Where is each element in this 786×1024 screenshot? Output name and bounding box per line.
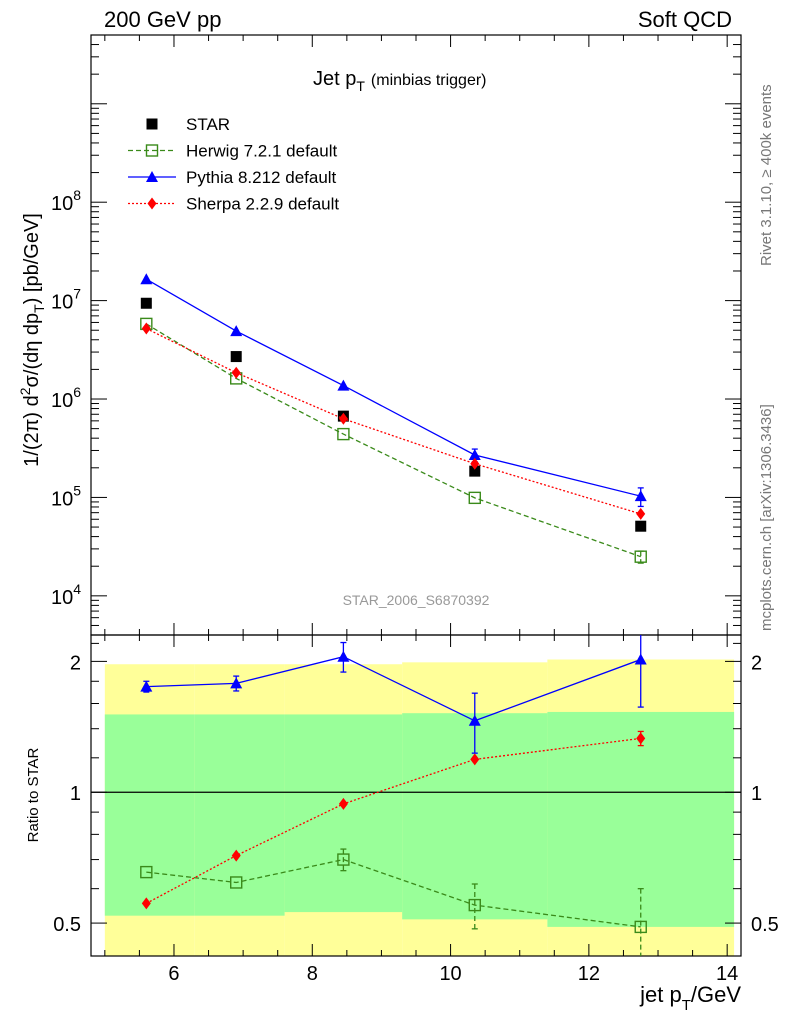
ratio-pythia-point [140,680,153,692]
main-pythia-point [634,490,647,502]
main-sherpa-point [338,412,348,425]
green-band-0 [104,714,195,916]
plot-title: Jet pT (minbias trigger) [313,68,487,94]
y-tick-label: 105 [51,482,81,510]
main-pythia-point [140,273,153,285]
ratio-uncertainty-bands [104,659,735,956]
main-axis-ticks [91,34,741,636]
y-tick-label: 104 [51,581,81,609]
ratio-sherpa-point [141,897,151,910]
ratio-y-axis-label: Ratio to STAR [25,747,42,842]
legend-marker-sherpa [147,197,157,210]
ratio-pythia-point [634,653,647,665]
ratio-y-tick-label: 1 [70,783,81,805]
green-band-1 [194,714,285,916]
main-pythia-point [230,325,243,337]
main-series [140,273,647,564]
legend-marker-star [146,118,158,130]
legend-label-sherpa: Sherpa 2.2.9 default [186,195,339,214]
main-herwig-line [145,323,641,558]
ratio-pythia-point [337,650,350,662]
ratio-axis-ticks [91,635,741,956]
main-star-point [635,520,647,532]
main-sherpa-point [141,322,151,335]
main-herwig-point [468,491,481,505]
ratio-y-tick-label-right: 0.5 [751,914,779,936]
ratio-x-tick-labels: 6 8 10 12 14 [168,963,738,985]
legend-label-star: STAR [186,115,230,134]
main-herwig-point [634,550,647,563]
ratio-herwig-point [634,920,647,934]
ratio-sherpa-point [470,753,480,766]
x-axis-label: jet pT/GeV [639,982,741,1014]
ratio-y-tick-labels: 0.5 0.5 1 1 2 2 [53,652,779,936]
legend-marker-herwig [145,144,159,157]
main-pythia-point [468,448,481,460]
x-tick-label: 6 [168,963,179,985]
header-left-label: 200 GeV pp [104,7,222,32]
legend: STAR Herwig 7.2.1 default Pythia 8.212 def… [128,115,339,214]
y-tick-label: 107 [51,286,81,314]
main-y-tick-labels: 104 105 106 107 108 [51,187,81,609]
green-band-2 [284,714,403,913]
legend-label-pythia: Pythia 8.212 default [186,168,337,187]
ratio-herwig-point [140,865,153,879]
main-sherpa-point [470,457,480,470]
y-tick-label: 106 [51,384,81,412]
main-pythia-line [145,278,641,497]
x-tick-label: 8 [307,963,318,985]
x-tick-label: 10 [439,963,461,985]
main-sherpa-point [636,507,646,520]
ratio-herwig-point [468,898,481,912]
ratio-y-tick-label: 0.5 [53,914,81,936]
header-right-label: Soft QCD [637,7,732,32]
ratio-sherpa-point [636,732,646,745]
x-tick-label: 12 [578,963,600,985]
ratio-y-tick-label: 2 [70,652,81,674]
ratio-series [140,635,647,956]
ratio-herwig-point [337,853,350,866]
main-star-point [230,351,242,363]
main-herwig-point [337,427,350,441]
analysis-id-label: STAR_2006_S6870392 [343,592,490,608]
ratio-pythia-point [230,677,243,689]
main-star-point [469,465,481,477]
main-pythia-point [337,379,350,391]
y-tick-label: 108 [51,187,81,215]
legend-marker-pythia [146,171,158,182]
ratio-pythia-point [468,714,481,726]
main-sherpa-line [146,327,641,515]
ratio-sherpa-point [231,849,241,862]
ratio-y-tick-label-right: 1 [751,783,762,805]
ratio-y-tick-label-right: 2 [751,652,762,674]
x-tick-label: 14 [716,963,738,985]
ratio-herwig-point [230,876,243,889]
legend-label-herwig: Herwig 7.2.1 default [186,142,337,161]
main-sherpa-point [231,366,241,379]
main-star-point [140,297,152,309]
ratio-sherpa-point [338,797,348,810]
main-y-axis-label: 1/(2π) d2σ/(dη dpT) [pb/GeV] [17,213,47,467]
